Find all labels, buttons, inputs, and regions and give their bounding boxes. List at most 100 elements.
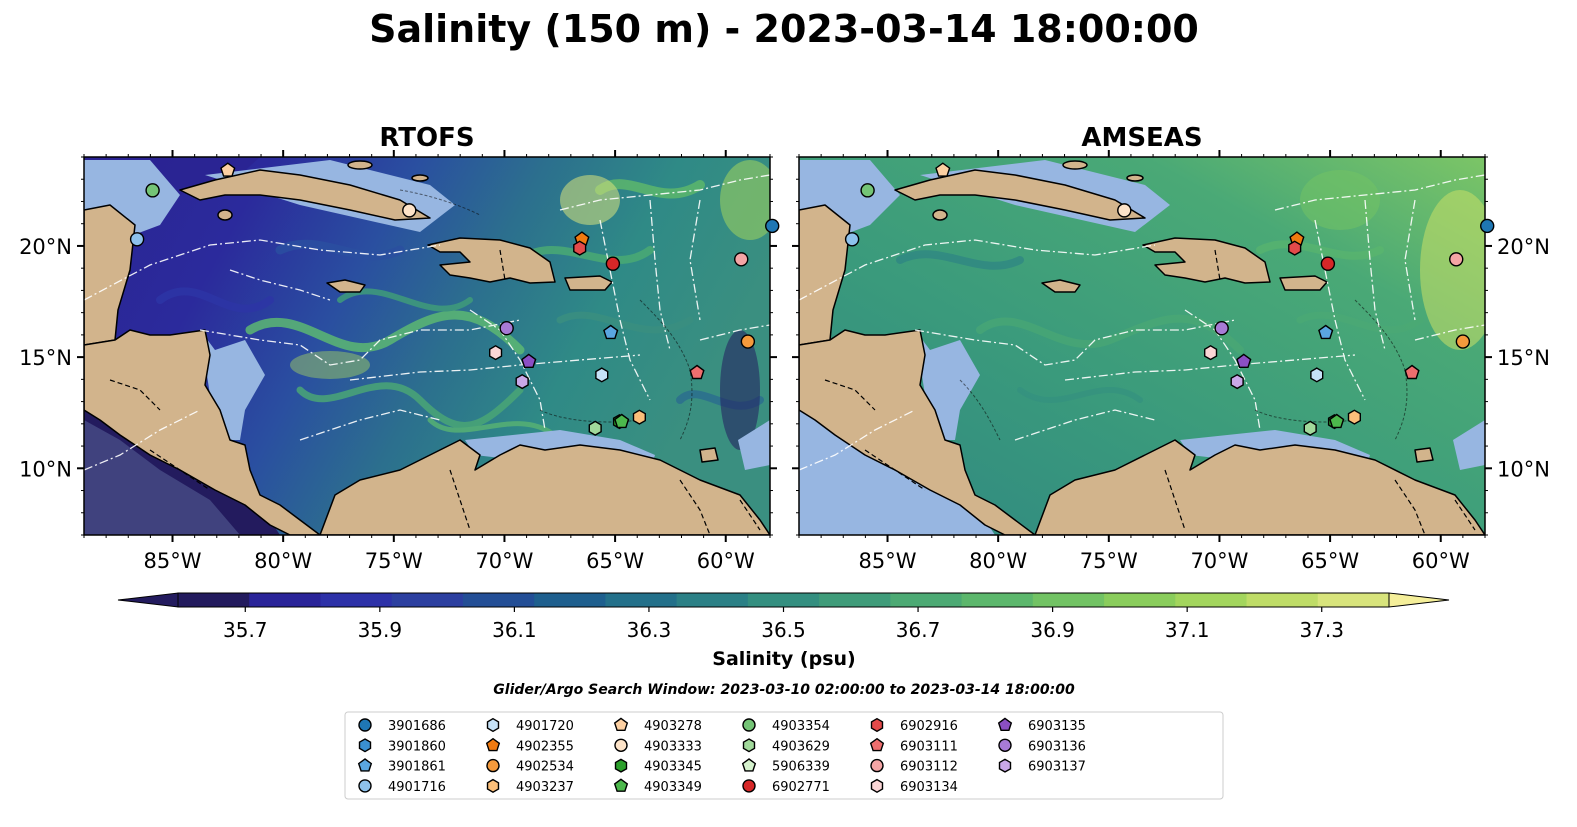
legend-label: 6903137 xyxy=(1028,760,1086,775)
colorbar-tick-label: 35.7 xyxy=(223,618,268,642)
rtofs-map-field xyxy=(84,157,770,535)
float-marker-6903111 xyxy=(1404,364,1420,380)
float-marker-3901686 xyxy=(765,218,780,234)
colorbar-tick-label: 36.3 xyxy=(627,618,672,642)
colorbar-segment xyxy=(676,593,749,607)
float-marker-6902771 xyxy=(1320,256,1336,271)
float-marker-3901686 xyxy=(1480,218,1495,234)
lon-tick-label: 75°W xyxy=(365,549,423,573)
legend-marker-6903134 xyxy=(870,778,884,794)
colorbar-tick-label: 37.3 xyxy=(1299,618,1344,642)
rtofs-float-markers xyxy=(129,162,780,436)
colorbar-segment xyxy=(391,593,464,607)
float-marker-6902916 xyxy=(573,240,587,256)
legend-label: 4901716 xyxy=(388,780,446,795)
colorbar-tick-label: 36.1 xyxy=(492,618,537,642)
colorbar-segments xyxy=(178,593,1390,607)
legend-label: 4903333 xyxy=(644,739,702,754)
float-marker-6903135 xyxy=(521,353,537,368)
legend-label: 6902771 xyxy=(772,780,830,795)
lat-tick-label-right: 10°N xyxy=(1497,457,1550,481)
colorbar-label: Salinity (psu) xyxy=(712,648,855,670)
legend-marker-4901716 xyxy=(358,779,372,793)
colorbar-segment xyxy=(961,593,1034,607)
lon-tick-label: 85°W xyxy=(144,549,202,573)
float-marker-4903349 xyxy=(614,413,630,429)
legend-label: 6903111 xyxy=(900,739,958,754)
legend-marker-6903136 xyxy=(998,738,1012,752)
colorbar-extend-min xyxy=(117,592,179,608)
lon-tick-label: 65°W xyxy=(1301,549,1359,573)
colorbar-segment xyxy=(534,593,606,607)
float-marker-4901716 xyxy=(129,232,145,247)
float-marker-4903333 xyxy=(402,203,417,218)
lat-tick-label: 15°N xyxy=(19,346,72,370)
float-marker-4903237 xyxy=(1347,409,1362,425)
legend-marker-6902916 xyxy=(870,717,884,733)
colorbar-segment xyxy=(1032,593,1105,607)
float-marker-6903112 xyxy=(1449,252,1464,267)
lon-tick-label: 70°W xyxy=(475,549,533,573)
colorbar-tick-label: 36.7 xyxy=(896,618,941,642)
lat-tick-label: 10°N xyxy=(19,457,72,481)
legend-label: 3901860 xyxy=(388,739,446,754)
legend-label: 6903112 xyxy=(900,760,958,775)
lon-tick-label: 80°W xyxy=(969,549,1027,573)
float-marker-6903136 xyxy=(1214,321,1229,336)
rtofs-panel-title: RTOFS xyxy=(379,123,474,153)
colorbar-segment xyxy=(178,593,250,607)
legend-marker-4901720 xyxy=(486,717,500,733)
float-marker-6903135 xyxy=(1236,353,1252,368)
lat-tick-label-right: 15°N xyxy=(1497,346,1550,370)
colorbar-ticks: 35.7 35.9 36.1 36.3 36.5 36.7 36.9 37.1 37.3 xyxy=(223,607,1344,642)
legend-marker-6903137 xyxy=(998,758,1012,773)
legend-items: 3901686 3901860 3901861 4901716 4901720 49023… xyxy=(357,717,1086,795)
lon-tick-label: 65°W xyxy=(586,549,644,573)
colorbar-tick-label: 36.9 xyxy=(1030,618,1075,642)
amseas-map-field xyxy=(799,157,1485,535)
colorbar-segment xyxy=(819,593,891,607)
legend-marker-3901686 xyxy=(358,718,372,732)
colorbar-extend-max xyxy=(1388,592,1450,608)
legend-marker-6902771 xyxy=(742,779,756,793)
float-marker-4902534 xyxy=(1455,334,1471,349)
lat-tick-label: 20°N xyxy=(19,235,72,259)
float-marker-6902771 xyxy=(605,256,621,271)
float-marker-4901720 xyxy=(1310,367,1324,383)
colorbar-segment xyxy=(462,593,535,607)
legend-marker-4902355 xyxy=(485,737,501,752)
legend-marker-6903112 xyxy=(870,758,884,773)
colorbar-tick-label: 36.5 xyxy=(761,618,806,642)
rtofs-axis-ticks: 85°W 80°W 75°W 70°W 65°W 60°W 20°N 15°N 10°N xyxy=(19,150,777,573)
float-marker-4901716 xyxy=(844,232,860,247)
legend-label: 6903135 xyxy=(1028,719,1086,734)
legend-label: 4903237 xyxy=(516,780,574,795)
lon-tick-label: 60°W xyxy=(1412,549,1470,573)
float-marker-6903134 xyxy=(489,344,503,361)
float-marker-4903354 xyxy=(145,183,160,198)
legend-label: 4902355 xyxy=(516,739,574,754)
rtofs-panel: RTOFS xyxy=(19,123,780,573)
legend-marker-5906339 xyxy=(741,758,757,772)
colorbar-segment xyxy=(890,593,963,607)
float-marker-4901720 xyxy=(595,367,609,383)
legend: 3901686 3901860 3901861 4901716 4901720 49023… xyxy=(344,711,1224,800)
legend-label: 5906339 xyxy=(772,760,830,775)
lon-tick-label: 80°W xyxy=(254,549,312,573)
colorbar-segment xyxy=(249,593,321,607)
float-marker-6902916 xyxy=(1288,240,1302,256)
colorbar-segment xyxy=(605,593,678,607)
float-marker-6903112 xyxy=(734,252,749,267)
lon-tick-label: 60°W xyxy=(697,549,755,573)
float-marker-6903134 xyxy=(1203,344,1218,361)
legend-marker-4903278 xyxy=(613,717,629,731)
float-marker-6903137 xyxy=(515,373,529,390)
lon-tick-label: 70°W xyxy=(1190,549,1248,573)
legend-marker-4902534 xyxy=(486,758,500,773)
float-marker-4903349 xyxy=(1329,413,1345,429)
legend-marker-3901860 xyxy=(358,738,372,753)
colorbar: 35.7 35.9 36.1 36.3 36.5 36.7 36.9 37.1 37.3 Sal… xyxy=(117,592,1450,670)
legend-label: 4901720 xyxy=(516,719,574,734)
float-marker-3901861 xyxy=(1318,324,1334,340)
